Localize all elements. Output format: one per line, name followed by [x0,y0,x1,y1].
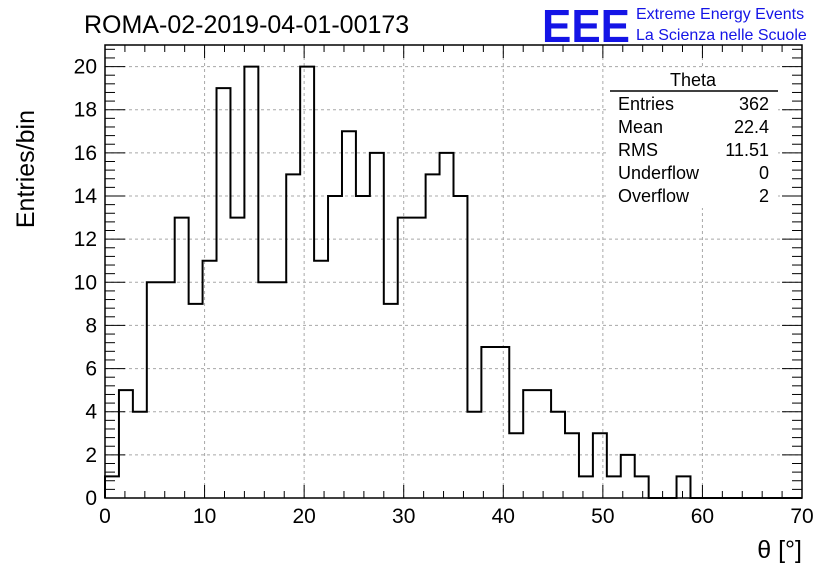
y-tick-label: 10 [74,271,97,294]
y-axis-title: Entries/bin [12,110,40,228]
y-tick-label: 4 [85,401,97,424]
stats-box: Theta Entries 362 Mean 22.4 RMS 11.51 Underflo… [608,68,778,208]
x-tick-label: 60 [691,505,714,528]
y-tick-label: 12 [74,228,97,251]
x-tick-label: 10 [193,505,216,528]
histogram-series [104,65,802,499]
stats-label: Underflow [618,163,700,183]
stats-value: 0 [759,163,769,183]
logo-line-1: Extreme Energy Events [636,6,804,23]
y-tick-label: 0 [85,487,97,510]
x-tick-label: 0 [99,505,111,528]
logo-mark: EEE [542,0,630,52]
eee-logo: EEE Extreme Energy Events La Scienza nel… [542,0,807,52]
stats-label: Overflow [618,186,690,206]
stats-box-name: Theta [670,70,717,90]
y-tick-label: 2 [85,444,97,467]
stats-value: 2 [759,186,769,206]
axis-ticks [104,45,803,499]
stats-value: 362 [739,94,769,114]
y-tick-labels: 0 2 4 6 8 10 12 14 16 18 20 [74,56,98,510]
stats-rows: Entries 362 Mean 22.4 RMS 11.51 Underflow 0 Over… [618,94,769,206]
y-tick-label: 8 [85,314,97,337]
chart-title: ROMA-02-2019-04-01-00173 [84,11,409,39]
stats-label: RMS [618,140,658,160]
x-axis-title: θ [°] [757,536,802,564]
stats-value: 11.51 [725,140,769,160]
y-tick-label: 16 [74,142,97,165]
y-tick-label: 6 [85,358,97,381]
x-tick-label: 20 [292,505,315,528]
logo-line-2: La Scienza nelle Scuole [636,27,807,44]
stats-value: 22.4 [734,117,769,137]
x-tick-label: 70 [790,505,813,528]
y-tick-label: 18 [74,99,97,122]
y-tick-label: 14 [74,185,98,208]
stats-label: Mean [618,117,663,137]
stats-label: Entries [618,94,674,114]
x-tick-label: 50 [591,505,614,528]
plot-frame [104,44,803,499]
x-tick-label: 30 [392,505,415,528]
x-tick-labels: 0 10 20 30 40 50 60 70 [99,505,814,528]
y-tick-label: 20 [74,56,97,79]
x-tick-label: 40 [492,505,515,528]
